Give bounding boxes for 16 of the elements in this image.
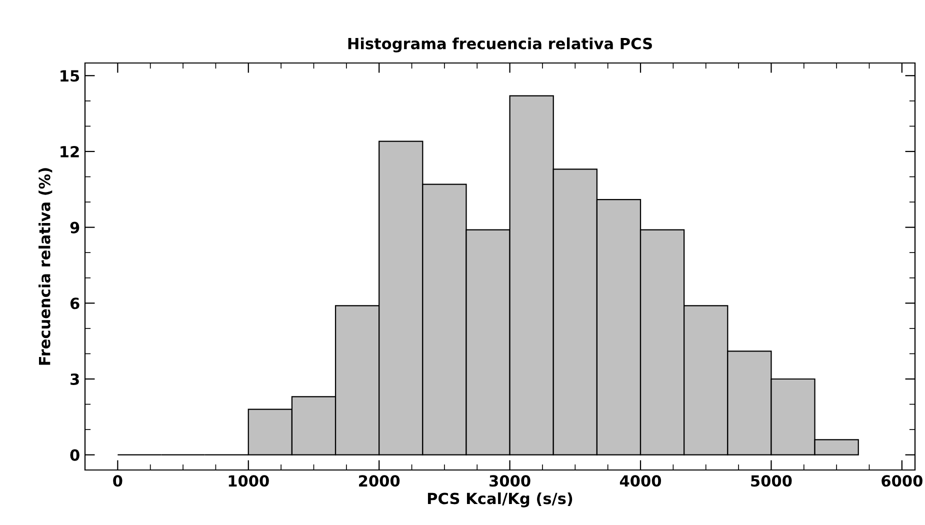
x-tick-label: 6000 [882,475,922,487]
x-tick-label: 0 [113,475,122,487]
y-tick-label: 0 [70,449,80,461]
y-tick-label: 9 [70,222,80,234]
y-tick-label: 12 [60,146,79,158]
y-tick-label: 6 [70,298,80,310]
x-tick-label: 2000 [359,475,400,487]
x-tick-label: 3000 [490,475,530,487]
y-tick-label: 15 [60,70,80,82]
x-tick-label: 1000 [228,475,269,487]
chart-title: Histograma frecuencia relativa PCS [348,38,652,52]
x-tick-label: 5000 [751,475,792,487]
y-axis-title: Frecuencia relativa (%) [38,168,52,365]
x-axis-title: PCS Kcal/Kg (s/s) [428,492,572,508]
y-tick-label: 3 [70,373,79,386]
x-tick-label: 4000 [620,475,662,487]
